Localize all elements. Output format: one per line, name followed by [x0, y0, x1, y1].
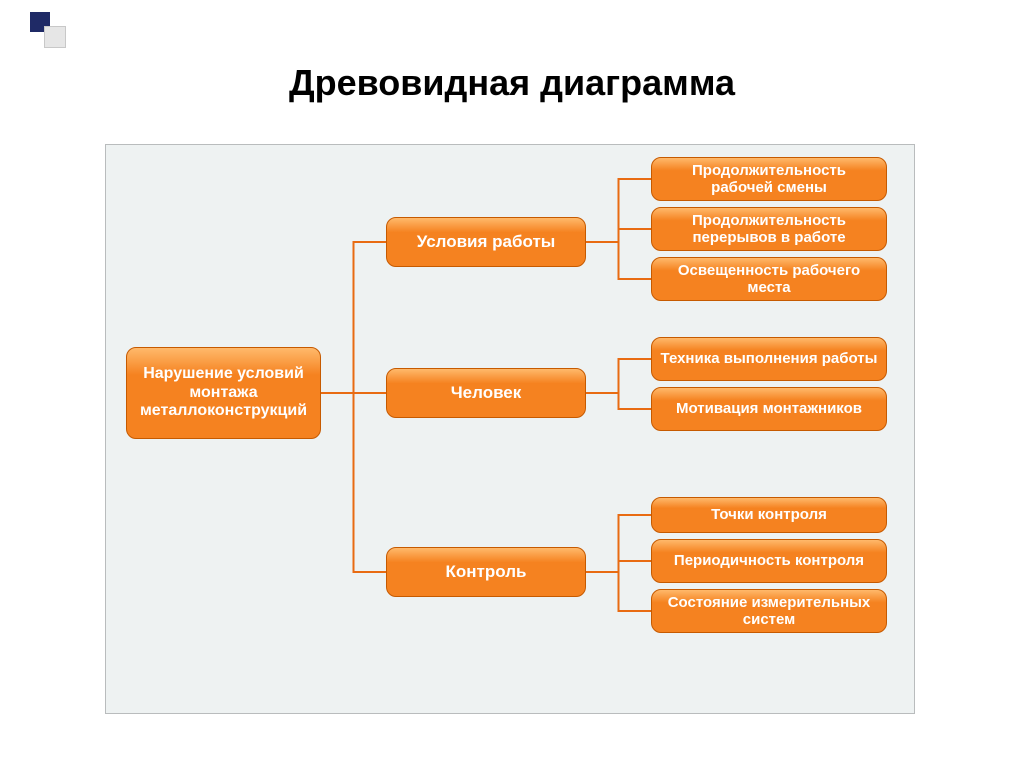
- tree-mid-m3: Контроль: [386, 547, 586, 597]
- tree-mid-m2: Человек: [386, 368, 586, 418]
- tree-leaf-l3-label: Освещенность рабочего места: [660, 262, 878, 297]
- tree-leaf-l8-label: Состояние измерительных систем: [660, 594, 878, 629]
- tree-leaf-l1: Продолжительность рабочей смены: [651, 157, 887, 201]
- tree-mid-m3-label: Контроль: [446, 562, 527, 582]
- tree-mid-m1: Условия работы: [386, 217, 586, 267]
- tree-mid-m2-label: Человек: [451, 383, 522, 403]
- decor-square-light: [44, 26, 66, 48]
- tree-leaf-l8: Состояние измерительных систем: [651, 589, 887, 633]
- tree-mid-m1-label: Условия работы: [417, 232, 556, 252]
- tree-leaf-l6: Точки контроля: [651, 497, 887, 533]
- tree-leaf-l1-label: Продолжительность рабочей смены: [660, 162, 878, 197]
- page-title: Древовидная диаграмма: [0, 62, 1024, 104]
- tree-leaf-l3: Освещенность рабочего места: [651, 257, 887, 301]
- tree-leaf-l7: Периодичность контроля: [651, 539, 887, 583]
- tree-leaf-l5-label: Мотивация монтажников: [676, 400, 862, 417]
- tree-leaf-l2: Продолжительность перерывов в работе: [651, 207, 887, 251]
- tree-root-label: Нарушение условий монтажа металлоконстру…: [135, 365, 312, 420]
- tree-leaf-l7-label: Периодичность контроля: [674, 552, 864, 569]
- tree-leaf-l2-label: Продолжительность перерывов в работе: [660, 212, 878, 247]
- tree-root: Нарушение условий монтажа металлоконстру…: [126, 347, 321, 439]
- tree-leaf-l6-label: Точки контроля: [711, 506, 827, 523]
- tree-leaf-l4: Техника выполнения работы: [651, 337, 887, 381]
- tree-leaf-l5: Мотивация монтажников: [651, 387, 887, 431]
- tree-leaf-l4-label: Техника выполнения работы: [661, 350, 878, 367]
- diagram-canvas: Нарушение условий монтажа металлоконстру…: [105, 144, 915, 714]
